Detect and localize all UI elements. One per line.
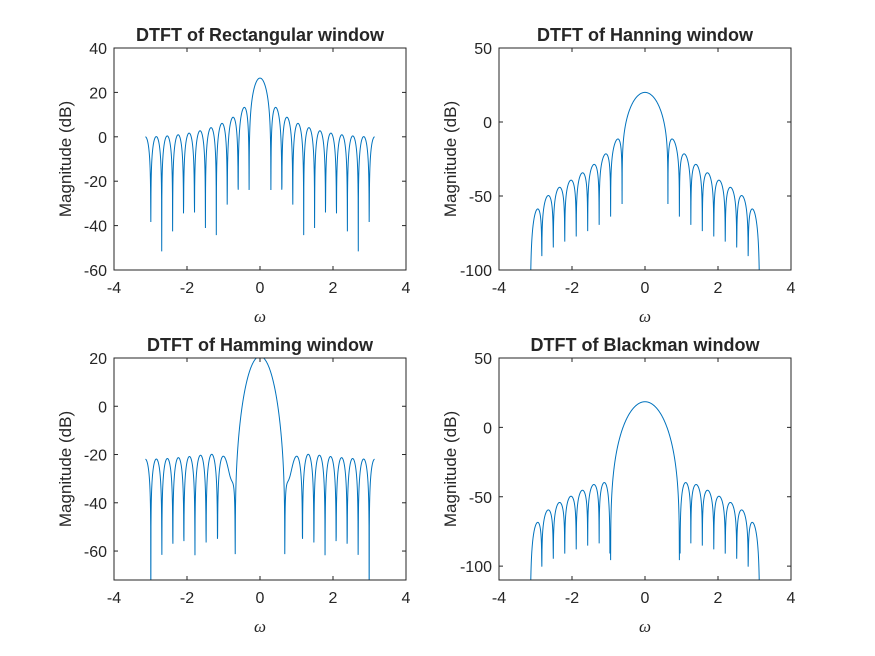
chart-title: DTFT of Hamming window: [147, 335, 374, 355]
y-axis-label: Magnitude (dB): [441, 101, 460, 217]
y-tick-label: 0: [98, 399, 107, 416]
y-tick-label: -20: [84, 448, 107, 465]
subplot-blackman: -4 -2 0 2 4 -100 -50 0 50 DTFT of Blackman window…: [441, 335, 796, 636]
x-tick-label: -4: [107, 280, 121, 297]
x-tick-label: 2: [714, 280, 723, 297]
x-tick-label: 2: [329, 280, 338, 297]
x-tick-label: 4: [787, 280, 796, 297]
axes-box: [113, 357, 407, 581]
chart-title: DTFT of Rectangular window: [136, 25, 385, 45]
x-tick-label: -2: [565, 590, 579, 607]
y-tick-label: 0: [483, 115, 492, 132]
y-axis-label: Magnitude (dB): [441, 411, 460, 527]
y-tick-label: -60: [84, 544, 107, 561]
x-axis-label: ω: [254, 307, 266, 326]
y-tick-label: -40: [84, 219, 107, 236]
x-axis-label: ω: [639, 617, 651, 636]
x-tick-label: 4: [402, 590, 411, 607]
y-axis-label: Magnitude (dB): [56, 101, 75, 217]
x-tick-label: -4: [492, 590, 506, 607]
y-tick-label: -100: [460, 263, 492, 280]
y-tick-label: 20: [89, 85, 107, 102]
x-axis-label: ω: [254, 617, 266, 636]
x-tick-label: 2: [329, 590, 338, 607]
x-axis-label: ω: [639, 307, 651, 326]
x-tick-label: -4: [107, 590, 121, 607]
x-tick-label: -2: [180, 280, 194, 297]
y-tick-label: 50: [474, 41, 492, 58]
y-tick-label: -100: [460, 559, 492, 576]
x-tick-label: -4: [492, 280, 506, 297]
y-tick-label: -20: [84, 174, 107, 191]
x-tick-label: 0: [256, 280, 265, 297]
y-tick-label: -50: [469, 189, 492, 206]
x-tick-label: 0: [641, 590, 650, 607]
axes-box: [498, 357, 792, 581]
x-tick-label: 2: [714, 590, 723, 607]
series-line-hamming: [145, 358, 375, 580]
y-tick-label: 50: [474, 351, 492, 368]
y-tick-label: 0: [483, 420, 492, 437]
x-tick-label: 4: [402, 280, 411, 297]
series-line-blackman: [530, 401, 760, 580]
subplot-hanning: -4 -2 0 2 4 -100 -50 0 50 DTFT of Hanning window ω…: [441, 25, 796, 326]
y-tick-label: 40: [89, 41, 107, 58]
axes-box: [498, 47, 792, 271]
x-tick-label: 0: [641, 280, 650, 297]
x-tick-label: -2: [565, 280, 579, 297]
y-tick-label: 0: [98, 130, 107, 147]
axes-box: [113, 47, 407, 271]
y-tick-label: -50: [469, 490, 492, 507]
y-tick-label: -40: [84, 496, 107, 513]
y-tick-label: -60: [84, 263, 107, 280]
y-tick-label: 20: [89, 351, 107, 368]
chart-title: DTFT of Hanning window: [537, 25, 754, 45]
x-tick-label: 0: [256, 590, 265, 607]
series-line-rectangular: [145, 77, 375, 252]
chart-title: DTFT of Blackman window: [530, 335, 760, 355]
x-tick-label: -2: [180, 590, 194, 607]
series-line-hanning: [530, 91, 760, 270]
y-axis-label: Magnitude (dB): [56, 411, 75, 527]
x-tick-label: 4: [787, 590, 796, 607]
